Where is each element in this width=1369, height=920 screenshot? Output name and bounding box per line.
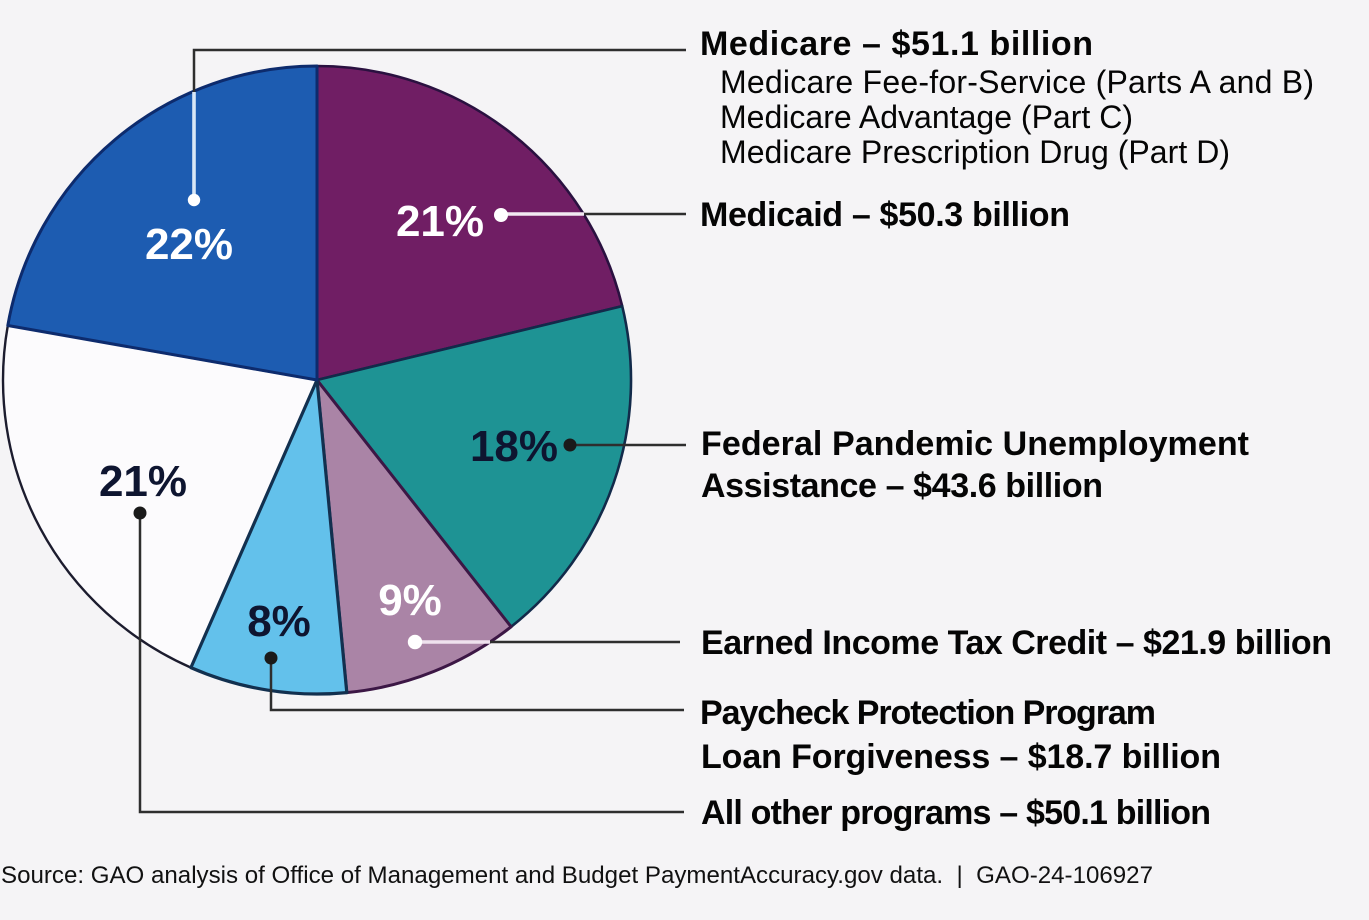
svg-text:Medicare Advantage (Part C): Medicare Advantage (Part C) bbox=[720, 99, 1133, 135]
svg-text:Medicare Prescription Drug (Pa: Medicare Prescription Drug (Part D) bbox=[720, 134, 1230, 170]
svg-text:Earned Income Tax Credit – $21: Earned Income Tax Credit – $21.9 billion bbox=[701, 624, 1332, 662]
svg-text:18%: 18% bbox=[470, 422, 558, 471]
svg-text:Medicare Fee-for-Service (Part: Medicare Fee-for-Service (Parts A and B) bbox=[720, 64, 1314, 100]
svg-text:Federal Pandemic Unemployment: Federal Pandemic Unemployment bbox=[701, 425, 1249, 463]
svg-text:21%: 21% bbox=[396, 197, 484, 246]
svg-text:Loan Forgiveness – $18.7 billi: Loan Forgiveness – $18.7 billion bbox=[701, 738, 1221, 776]
svg-text:Medicaid – $50.3 billion: Medicaid – $50.3 billion bbox=[700, 196, 1070, 234]
svg-text:Medicare – $51.1 billion: Medicare – $51.1 billion bbox=[700, 25, 1093, 63]
svg-text:21%: 21% bbox=[99, 457, 187, 506]
svg-text:22%: 22% bbox=[145, 220, 233, 269]
svg-text:All other programs – $50.1 bil: All other programs – $50.1 billion bbox=[701, 794, 1211, 832]
svg-text:Paycheck Protection Program: Paycheck Protection Program bbox=[700, 694, 1156, 732]
svg-text:Source: GAO analysis of Office: Source: GAO analysis of Office of Manage… bbox=[1, 862, 1153, 889]
svg-text:8%: 8% bbox=[247, 597, 311, 646]
svg-text:9%: 9% bbox=[378, 576, 442, 625]
svg-text:Assistance – $43.6 billion: Assistance – $43.6 billion bbox=[701, 467, 1103, 505]
